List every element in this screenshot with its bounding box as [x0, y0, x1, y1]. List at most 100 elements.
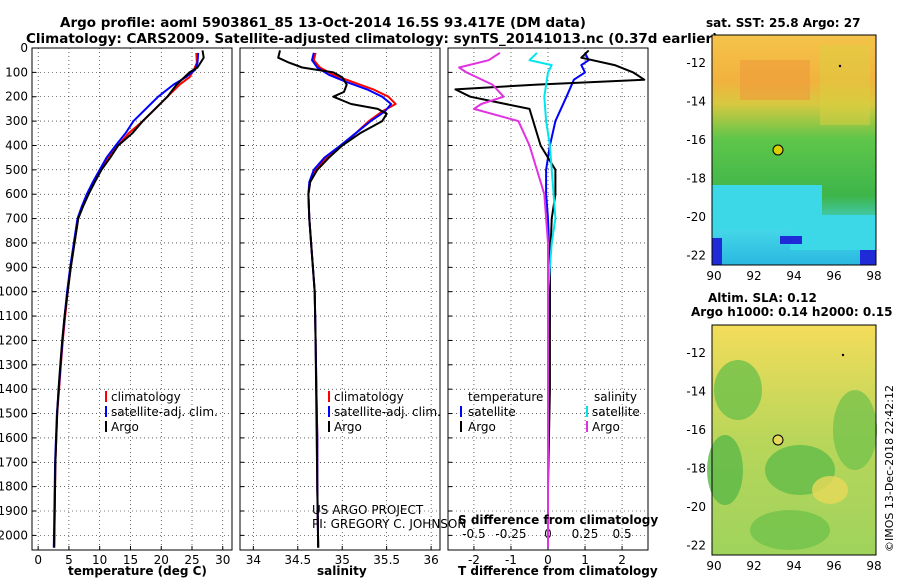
depth-tick-label: 1200 — [0, 333, 28, 347]
depth-tick-label: 1100 — [0, 309, 28, 323]
depth-tick-label: 600 — [5, 187, 28, 201]
legend-label-temp-satellite: satellite — [468, 405, 516, 419]
series-line-satellite-adj-clim- — [307, 52, 393, 548]
s-difference-axis-label: S difference from climatology — [458, 513, 658, 527]
legend-label-satellite: satellite-adj. clim. — [334, 405, 441, 419]
series-line-argo — [53, 50, 205, 548]
sla-argo-location-marker — [772, 434, 784, 446]
x-tick-label: 35 — [335, 553, 350, 567]
x-tick-label: 36 — [423, 553, 438, 567]
depth-tick-label: 1000 — [0, 285, 28, 299]
sla-yellow-blob — [812, 476, 848, 504]
longitude-tick-label: 90 — [706, 559, 721, 573]
latitude-tick-label: -12 — [686, 56, 706, 70]
depth-tick-label: 1800 — [0, 480, 28, 494]
figure-title-line2: Climatology: CARS2009. Satellite-adjuste… — [26, 31, 718, 47]
s-diff-tick-label: -0.5 — [462, 527, 485, 541]
series-line-temperature-argo — [454, 49, 646, 548]
figure-title-line1: Argo profile: aoml 5903861_85 13-Oct-201… — [60, 15, 586, 31]
longitude-tick-label: 94 — [786, 559, 801, 573]
x-axis-ticks: 0 5 10 15 20 25 30 34 34.5 35 35.5 36 -2 -1 0 1 2 -0.5 -0.… — [34, 527, 631, 567]
depth-tick-label: 100 — [5, 65, 28, 79]
salinity-panel-frame — [239, 47, 441, 551]
difference-legend: temperature salinity satellite Argo sate… — [460, 390, 640, 434]
depth-tick-label: 1300 — [0, 358, 28, 372]
sla-green-blob-4 — [833, 390, 877, 470]
legend-label-climatology: climatology — [334, 390, 404, 404]
depth-tick-label: 1500 — [0, 407, 28, 421]
panel-3-series — [454, 49, 646, 548]
sst-yellow-patch — [820, 45, 870, 125]
x-tick-label: 2 — [618, 553, 626, 567]
sst-warm-patch — [740, 60, 810, 100]
sst-blue-patch-2 — [780, 236, 802, 244]
depth-axis: 0 100 200 300 400 500 600 700 800 900 1000 1100 1200… — [0, 41, 28, 542]
salinity-legend: climatology satellite-adj. clim. Argo — [328, 390, 441, 434]
longitude-tick-label: 94 — [786, 269, 801, 283]
depth-tick-label: 300 — [5, 114, 28, 128]
series-line-climatology — [53, 52, 198, 548]
sla-green-blob-5 — [750, 510, 830, 550]
x-tick-label: 15 — [123, 553, 138, 567]
depth-tick-label: 0 — [20, 41, 28, 55]
latitude-tick-label: -12 — [686, 346, 706, 360]
legend-label-argo: Argo — [111, 420, 139, 434]
latitude-tick-label: -18 — [686, 172, 706, 186]
timestamp-stamp: ©IMOS 13-Dec-2018 22:42:12 — [883, 385, 896, 552]
x-tick-label: -2 — [468, 553, 480, 567]
t-difference-axis-label: T difference from climatology — [458, 564, 658, 578]
sla-green-blob-2 — [707, 435, 743, 505]
latitude-tick-label: -14 — [686, 385, 706, 399]
depth-tick-label: 1700 — [0, 455, 28, 469]
series-line-temperature-satellite — [545, 52, 590, 548]
legend-label-sal-satellite: satellite — [592, 405, 640, 419]
temperature-axis-label: temperature (deg C) — [68, 564, 207, 578]
depth-tick-label: 200 — [5, 90, 28, 104]
panel-1-series — [52, 50, 205, 548]
latitude-tick-label: -18 — [686, 462, 706, 476]
sst-map-frame — [711, 34, 877, 266]
sla-map-title-line2: Argo h1000: 0.14 h2000: 0.15 — [691, 305, 892, 319]
series-line-salinity-satellite — [528, 52, 557, 548]
x-tick-label: 20 — [154, 553, 169, 567]
sla-small-dot — [841, 353, 845, 357]
sla-green-blob-1 — [714, 360, 762, 420]
s-diff-tick-label: 0.25 — [572, 527, 599, 541]
legend-label-climatology: climatology — [111, 390, 181, 404]
x-tick-label: -1 — [505, 553, 517, 567]
depth-tick-label: 2000 — [0, 528, 28, 542]
sst-small-dot — [838, 64, 842, 68]
panel-2-series — [277, 50, 397, 548]
depth-tick-label: 700 — [5, 212, 28, 226]
legend-label-temp-argo: Argo — [468, 420, 496, 434]
depth-tick-label: 1400 — [0, 382, 28, 396]
series-line-salinity-argo — [458, 52, 549, 548]
latitude-tick-label: -20 — [686, 210, 706, 224]
salinity-axis-label: salinity — [317, 564, 367, 578]
x-tick-label: 0 — [544, 553, 552, 567]
x-tick-label: 34.5 — [284, 553, 311, 567]
sst-map-title: sat. SST: 25.8 Argo: 27 — [706, 16, 860, 30]
legend-label-sal-argo: Argo — [592, 420, 620, 434]
longitude-tick-label: 92 — [746, 269, 761, 283]
longitude-tick-label: 96 — [826, 559, 841, 573]
longitude-tick-label: 96 — [826, 269, 841, 283]
longitude-tick-label: 90 — [706, 269, 721, 283]
sla-map — [707, 324, 877, 556]
sla-map-title-line1: Altim. SLA: 0.12 — [708, 291, 817, 305]
x-tick-label: 30 — [215, 553, 230, 567]
legend-header-temperature: temperature — [468, 390, 543, 404]
depth-tick-label: 1900 — [0, 504, 28, 518]
latitude-tick-label: -16 — [686, 133, 706, 147]
x-tick-label: 5 — [65, 553, 73, 567]
x-tick-label: 10 — [92, 553, 107, 567]
longitude-tick-label: 98 — [866, 269, 881, 283]
legend-label-argo: Argo — [334, 420, 362, 434]
depth-tick-label: 500 — [5, 163, 28, 177]
sst-cool-patch-2 — [790, 215, 876, 250]
depth-tick-label: 1600 — [0, 431, 28, 445]
latitude-tick-label: -16 — [686, 423, 706, 437]
sst-argo-location-marker — [772, 144, 784, 156]
series-line-satellite-adj-clim- — [52, 52, 200, 548]
